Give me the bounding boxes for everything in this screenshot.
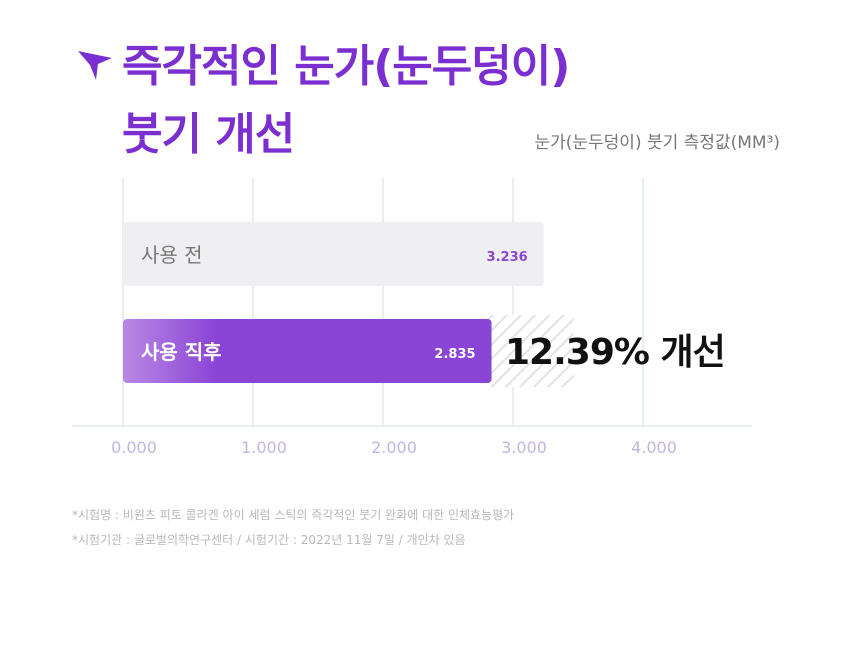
x-tick-label: 2.000 <box>371 438 417 457</box>
improvement-hatch <box>481 315 574 387</box>
bar-category-label: 사용 전 <box>141 243 203 267</box>
bar-category-label: 사용 직후 <box>141 340 222 364</box>
test-info-note: *시험기관 : 글로벌의학연구센터 / 시험기간 : 2022년 11월 7일 … <box>72 533 466 547</box>
test-name-note: *시험명 : 비원츠 피토 콜라겐 아이 세럼 스틱의 즉각적인 붓기 완화에 … <box>72 508 515 522</box>
bar-value-label: 3.236 <box>487 250 528 265</box>
x-tick-label: 4.000 <box>631 438 677 457</box>
page-title-line1: 즉각적인 눈가(눈두덩이) <box>122 41 570 92</box>
bar-value-label: 2.835 <box>434 347 475 362</box>
improvement-annotation: 12.39% 개선 <box>505 332 725 373</box>
bar-before <box>123 222 544 286</box>
bar-chart: 사용 전 3.236 사용 직후 2.835 12.39% 개선 0.000 1.000 2… <box>72 178 752 457</box>
chart-subtitle: 눈가(눈두덩이) 붓기 측정값(MM³) <box>534 133 780 153</box>
x-tick-label: 1.000 <box>241 438 287 457</box>
page-title-line2: 붓기 개선 <box>122 109 295 160</box>
x-tick-label: 0.000 <box>111 438 157 457</box>
sparkle-star-icon <box>78 51 112 80</box>
x-tick-label: 3.000 <box>501 438 547 457</box>
bar-after <box>123 319 492 383</box>
